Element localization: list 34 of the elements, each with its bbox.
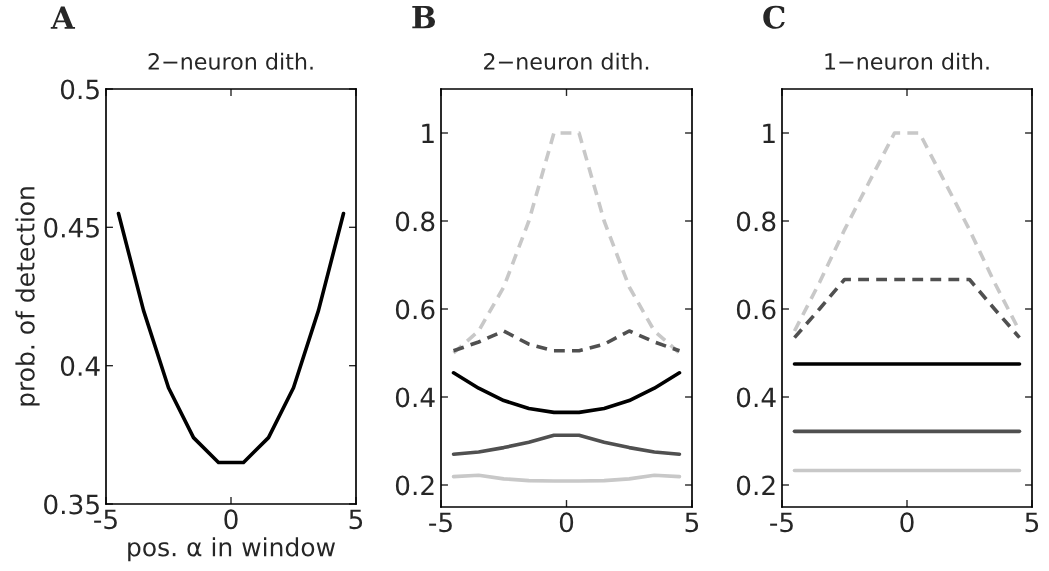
line-series xyxy=(451,329,682,353)
y-tick-label: 0.4 xyxy=(736,387,776,408)
y-tick-label: 0.2 xyxy=(736,475,775,496)
x-tick-label: -5 xyxy=(429,512,452,533)
text: B xyxy=(412,6,436,29)
text: C xyxy=(763,5,785,29)
text: A xyxy=(50,6,76,29)
x-tick-label: 5 xyxy=(349,509,363,530)
y-tick-label: 0.2 xyxy=(395,475,434,496)
line-series xyxy=(116,211,346,465)
line-series xyxy=(451,131,682,355)
chart-title: 1−neuron dith. xyxy=(825,52,989,70)
x-tick-label: 0 xyxy=(559,512,574,533)
y-axis-title: prob. of detection xyxy=(15,187,40,406)
y-tick-label: 0.6 xyxy=(736,299,776,320)
y-tick-label: 0.8 xyxy=(736,211,776,232)
y-tick-label: 0.45 xyxy=(44,217,99,238)
y-tick-label: 0.4 xyxy=(60,356,100,377)
chart-title: 2−neuron dith. xyxy=(148,52,313,70)
line-series xyxy=(451,370,682,415)
y-tick-label: 0.5 xyxy=(60,79,99,100)
y-tick-label: 0.6 xyxy=(395,299,435,320)
y-tick-label: 0.8 xyxy=(395,211,435,232)
x-tick-label: 0 xyxy=(224,509,238,530)
x-axis-title: pos. α in window xyxy=(128,537,335,562)
line-series xyxy=(451,433,682,457)
chart-title: 2−neuron dith. xyxy=(484,52,649,70)
x-tick-label: 5 xyxy=(685,512,699,533)
x-tick-label: 5 xyxy=(1025,512,1039,533)
x-tick-label: 0 xyxy=(900,512,914,533)
y-tick-label: 1 xyxy=(422,123,434,144)
y-tick-label: 0.4 xyxy=(395,387,435,408)
x-tick-label: -5 xyxy=(770,512,793,533)
y-tick-label: 1 xyxy=(763,123,775,144)
